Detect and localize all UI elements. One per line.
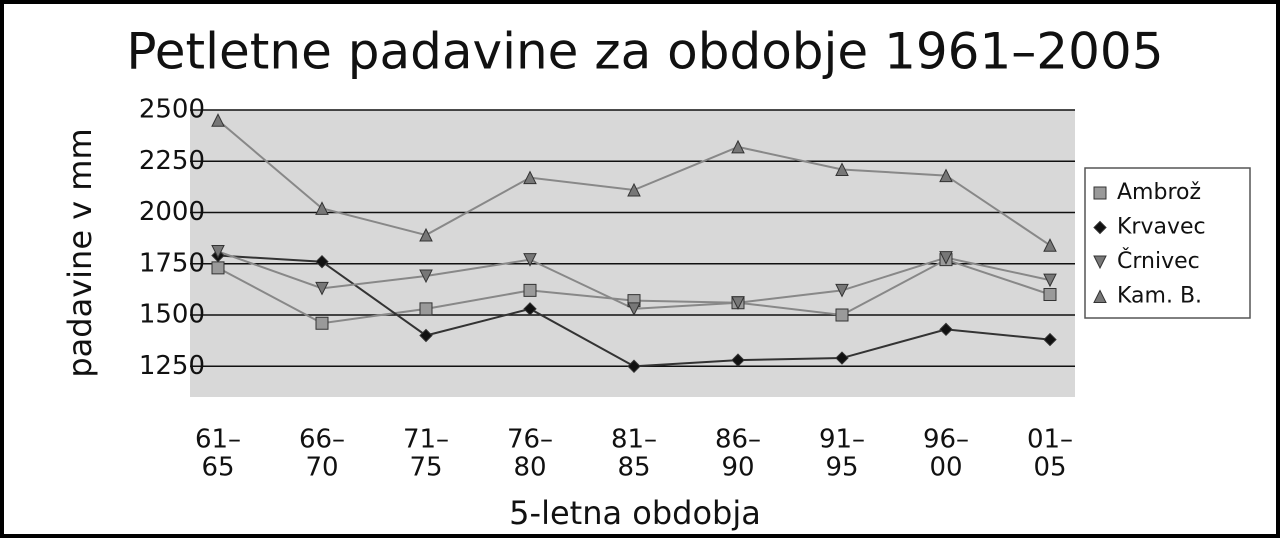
x-tick-label: 70	[305, 453, 338, 483]
legend-marker	[1093, 220, 1107, 235]
data-point	[523, 302, 537, 316]
data-point	[835, 162, 849, 176]
data-point	[523, 253, 537, 267]
data-point	[315, 281, 329, 296]
x-tick-label: 01–	[1027, 425, 1073, 455]
legend-label: Ambrož	[1117, 180, 1201, 205]
data-point	[939, 251, 953, 265]
data-point	[1043, 332, 1057, 347]
data-point	[731, 296, 745, 310]
data-point	[211, 244, 225, 259]
data-point	[419, 227, 433, 242]
data-point	[1043, 273, 1057, 288]
x-tick-label: 90	[721, 453, 754, 483]
data-point	[835, 351, 849, 365]
data-point	[211, 261, 225, 275]
x-tick-label: 81–	[611, 425, 657, 455]
y-axis-label: padavine v mm	[61, 128, 99, 377]
data-point	[627, 359, 641, 373]
data-point	[315, 201, 329, 215]
data-point	[1043, 238, 1057, 252]
data-point	[419, 328, 433, 343]
x-tick-label: 65	[201, 453, 234, 483]
data-point	[835, 283, 849, 298]
x-tick-label: 91–	[819, 425, 865, 455]
x-tick-label: 75	[409, 453, 442, 483]
x-tick-label: 76–	[507, 425, 553, 455]
legend-label: Kam. B.	[1117, 284, 1202, 309]
x-tick-label: 05	[1033, 453, 1066, 483]
data-point	[939, 322, 953, 337]
legend-marker	[1093, 255, 1107, 270]
data-point	[731, 139, 745, 154]
data-point	[939, 168, 953, 183]
plot-area	[190, 110, 1075, 397]
x-tick-label: 61–	[195, 425, 241, 455]
x-tick-label: 85	[617, 453, 650, 483]
legend-marker	[1093, 289, 1107, 303]
x-tick-label: 86–	[715, 425, 761, 455]
legend-label: Krvavec	[1117, 215, 1206, 240]
data-point	[627, 302, 641, 316]
legend	[1084, 167, 1251, 319]
x-tick-label: 66–	[299, 425, 345, 455]
legend-label: Črnivec	[1117, 248, 1200, 274]
chart-title: Petletne padavine za obdobje 1961–2005	[126, 23, 1163, 81]
data-point	[419, 269, 433, 284]
x-tick-label: 95	[825, 453, 858, 483]
data-point	[419, 302, 433, 316]
x-tick-label: 80	[513, 453, 546, 483]
legend-marker	[1093, 186, 1107, 200]
data-point	[627, 182, 641, 197]
data-point	[835, 308, 849, 322]
x-tick-label: 71–	[403, 425, 449, 455]
x-tick-label: 96–	[923, 425, 969, 455]
x-tick-label: 00	[929, 453, 962, 483]
data-point	[523, 283, 537, 297]
data-point	[315, 316, 329, 330]
data-point	[315, 254, 329, 269]
data-point	[211, 113, 225, 127]
x-axis-label: 5-letna obdobja	[509, 494, 761, 532]
data-point	[1043, 288, 1057, 301]
data-point	[731, 353, 745, 367]
data-point	[523, 170, 537, 185]
